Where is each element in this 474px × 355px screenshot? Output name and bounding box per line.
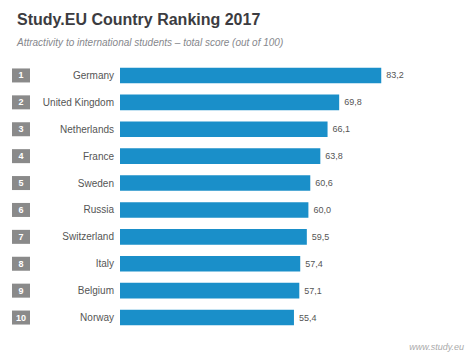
svg-text:Attractivity to international: Attractivity to international students –… [16,37,283,48]
svg-text:66,1: 66,1 [333,124,351,134]
svg-text:www.study.eu: www.study.eu [409,342,464,352]
svg-text:83,2: 83,2 [386,70,404,80]
svg-text:59,5: 59,5 [312,232,330,242]
svg-text:60,6: 60,6 [315,178,333,188]
svg-text:55,4: 55,4 [299,313,317,323]
svg-text:57,1: 57,1 [304,286,322,296]
svg-text:4: 4 [18,151,23,161]
svg-text:10: 10 [16,313,26,323]
svg-text:Study.EU Country Ranking 2017: Study.EU Country Ranking 2017 [17,11,260,28]
svg-text:63,8: 63,8 [325,151,343,161]
svg-text:Sweden: Sweden [78,178,114,189]
svg-text:2: 2 [18,97,23,107]
svg-text:Switzerland: Switzerland [62,231,114,242]
svg-text:1: 1 [18,70,23,80]
svg-text:9: 9 [18,286,23,296]
svg-text:Netherlands: Netherlands [60,124,114,135]
svg-text:5: 5 [18,178,23,188]
svg-text:Russia: Russia [83,204,114,215]
svg-text:7: 7 [18,232,23,242]
svg-text:Norway: Norway [80,312,114,323]
svg-text:6: 6 [18,205,23,215]
svg-text:France: France [83,151,115,162]
svg-text:Germany: Germany [73,70,114,81]
svg-text:Belgium: Belgium [78,285,114,296]
svg-text:57,4: 57,4 [305,259,323,269]
svg-text:69,8: 69,8 [344,97,362,107]
svg-text:8: 8 [18,259,23,269]
svg-text:3: 3 [18,124,23,134]
svg-text:60,0: 60,0 [313,205,331,215]
svg-text:Italy: Italy [96,258,114,269]
svg-text:United Kingdom: United Kingdom [43,97,114,108]
